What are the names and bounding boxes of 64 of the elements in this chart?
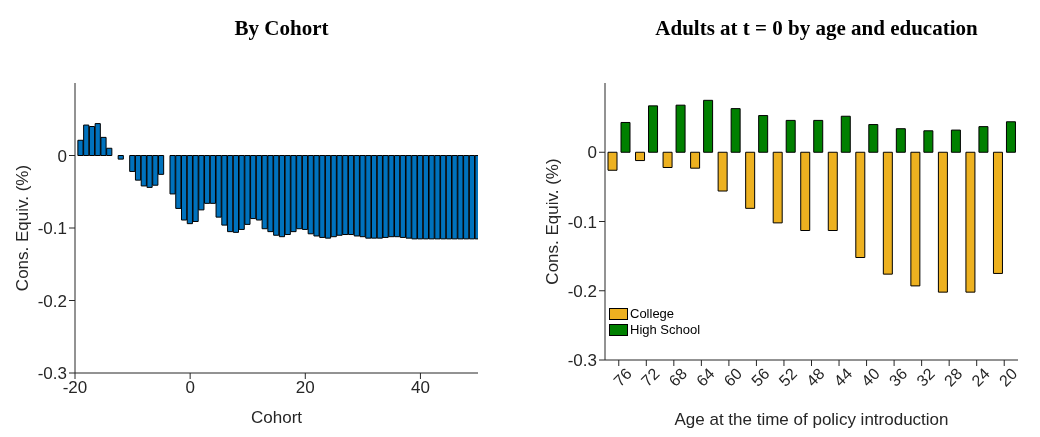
bar [745, 151, 756, 209]
bar [978, 126, 989, 153]
y-tick-label: 0 [587, 143, 597, 163]
x-tick-label: 28 [940, 364, 966, 390]
bar [827, 151, 838, 231]
bar [800, 151, 811, 231]
bar [895, 128, 906, 153]
x-tick-label: 60 [720, 364, 746, 390]
bar [965, 151, 976, 293]
x-tick-label: 40 [858, 364, 883, 390]
x-tick-label: 76 [610, 364, 636, 390]
x-tick-label: 20 [295, 378, 315, 398]
x-tick-label: 44 [830, 364, 856, 390]
x-tick-label: 20 [995, 364, 1021, 390]
chart-title: Adults at t = 0 by age and education [654, 15, 979, 42]
x-tick-label: 72 [637, 364, 663, 390]
bar [675, 104, 686, 153]
x-axis-title: Cohort [250, 408, 303, 427]
bar [703, 99, 714, 153]
chart-title: By Cohort [233, 15, 330, 42]
x-tick-label: 56 [748, 364, 773, 390]
bar [882, 151, 893, 275]
bar [662, 151, 673, 168]
x-tick-label: 24 [968, 364, 994, 390]
bar [620, 121, 631, 153]
bar [1005, 121, 1016, 153]
bar [648, 105, 659, 153]
bar [635, 151, 646, 162]
bar [813, 119, 824, 153]
bar [717, 151, 728, 192]
x-tick-label: 36 [885, 364, 911, 390]
bar [937, 151, 948, 293]
bar [950, 129, 961, 153]
bar [607, 151, 618, 171]
x-tick-label: 32 [913, 364, 938, 390]
y-axis-title: Cons. Equiv. (%) [543, 158, 563, 285]
y-tick-label: 0 [57, 146, 67, 166]
x-tick-label: 0 [185, 378, 195, 398]
bar [730, 108, 741, 153]
x-tick-label: 48 [803, 364, 828, 390]
y-tick-label: -0.1 [37, 219, 67, 239]
x-tick-label: 64 [693, 364, 718, 390]
legend-label: High School [630, 322, 701, 338]
bar [868, 124, 879, 153]
x-tick-label: 40 [410, 378, 430, 398]
x-tick-label: 52 [775, 364, 801, 390]
x-tick-label: 68 [665, 364, 691, 390]
bar [923, 130, 934, 153]
bar [117, 155, 124, 160]
y-tick-label: -0.3 [567, 351, 597, 371]
bar [772, 151, 783, 224]
bar [910, 151, 921, 287]
bar [992, 151, 1003, 274]
legend-label: College [630, 306, 675, 322]
y-axis-title: Cons. Equiv. (%) [13, 164, 33, 292]
bar [855, 151, 866, 259]
bar [690, 151, 701, 169]
bar [758, 115, 769, 153]
x-axis-title: Age at the time of policy introduction [674, 410, 949, 429]
y-tick-label: -0.2 [37, 291, 67, 311]
bar [840, 115, 851, 153]
bar [785, 119, 796, 153]
y-tick-label: -0.2 [567, 281, 597, 301]
y-tick-label: -0.1 [567, 212, 597, 232]
